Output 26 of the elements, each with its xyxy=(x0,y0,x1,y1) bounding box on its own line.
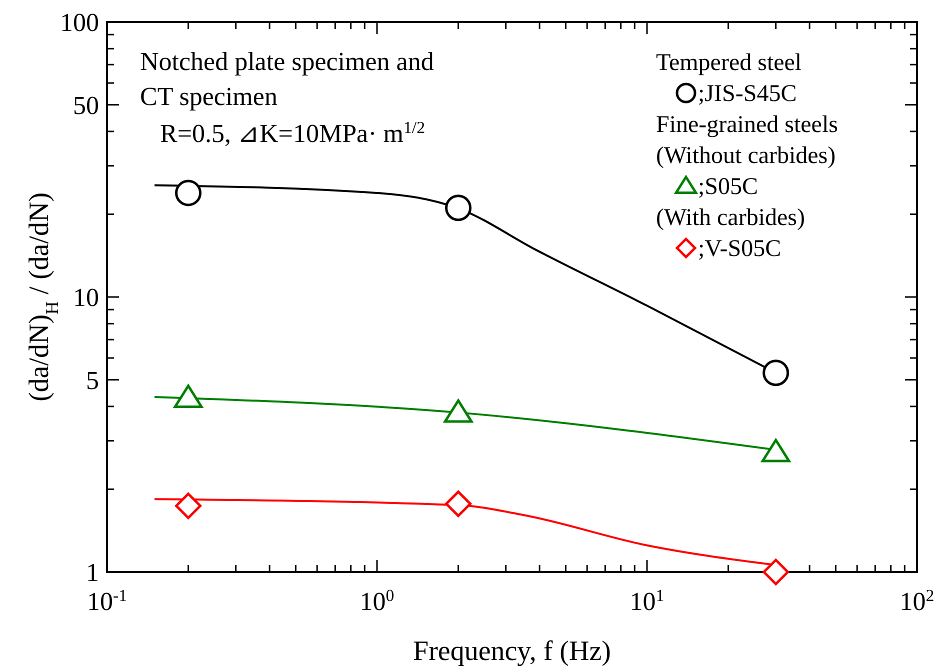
point xyxy=(174,384,203,408)
y-tick-label: 100 xyxy=(60,8,99,37)
point xyxy=(762,558,790,586)
annotation: Notched plate specimen and xyxy=(140,47,434,76)
annotation: R=0.5, ⊿K=10MPa· m$^{1/2}$ xyxy=(160,118,426,148)
point xyxy=(761,438,790,462)
y-tick-label: 5 xyxy=(86,366,99,395)
x-axis-title: Frequency, f (Hz) xyxy=(413,636,611,667)
annotation: CT specimen xyxy=(140,82,278,111)
point xyxy=(762,360,790,386)
y-tick-label: 10 xyxy=(73,283,99,312)
y-tick-label: 1 xyxy=(86,558,99,587)
point xyxy=(175,180,202,206)
x-tick-label: 10$^{1}$ xyxy=(630,586,664,616)
x-tick-label: 10$^{-1}$ xyxy=(86,586,128,616)
legend-label: ;V-S05C xyxy=(698,236,782,262)
annotation: (With carbides) xyxy=(656,205,805,231)
x-tick-label: 10$^{0}$ xyxy=(360,586,394,616)
point xyxy=(175,492,202,520)
y-tick-label: 50 xyxy=(73,90,99,120)
x-tick-label: 10$^{2}$ xyxy=(900,586,934,616)
legend-label: ;S05C xyxy=(698,174,758,200)
annotation: Fine-grained steels xyxy=(656,112,838,138)
annotation: (Without carbides) xyxy=(656,143,836,169)
legend-label: ;JIS-S45C xyxy=(698,81,797,107)
annotation: Tempered steel xyxy=(656,50,802,76)
